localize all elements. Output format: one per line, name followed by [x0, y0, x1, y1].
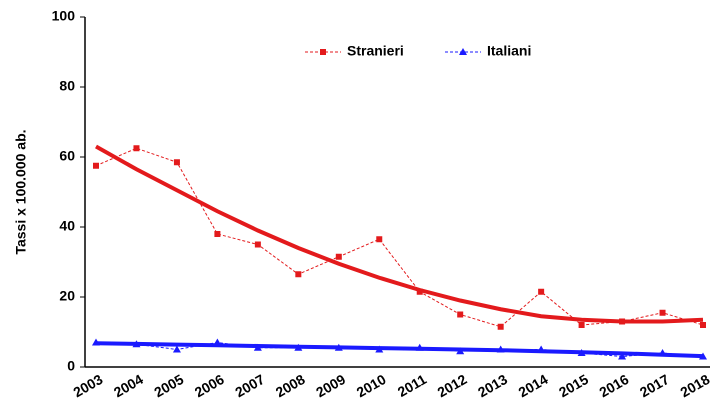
y-tick-label: 0 — [67, 358, 75, 374]
legend-label: Stranieri — [347, 43, 404, 59]
series-line — [95, 341, 704, 358]
x-tick-label: 2011 — [395, 371, 429, 400]
data-point — [537, 345, 546, 353]
y-tick-label: 20 — [59, 288, 75, 304]
data-point — [700, 322, 706, 328]
x-tick-label: 2010 — [354, 371, 389, 401]
data-point — [699, 352, 707, 360]
data-point — [213, 338, 222, 346]
data-point — [254, 241, 261, 248]
x-tick-label: 2005 — [151, 371, 186, 401]
y-tick-label: 40 — [59, 218, 75, 234]
x-tick-label: 2012 — [435, 371, 470, 401]
data-point — [497, 323, 504, 330]
data-point — [132, 340, 141, 348]
data-point — [173, 159, 180, 166]
series-line — [95, 147, 704, 328]
trend-line — [95, 341, 704, 359]
x-tick-label: 2009 — [313, 371, 348, 401]
legend-marker — [459, 48, 467, 55]
data-point — [577, 349, 586, 356]
data-point — [457, 311, 464, 318]
x-tick-label: 2008 — [273, 371, 308, 401]
data-point — [618, 352, 627, 360]
x-tick-label: 2015 — [556, 371, 591, 401]
y-axis-label: Tassi x 100.000 ab. — [13, 129, 29, 254]
y-tick-label: 80 — [59, 78, 75, 94]
data-point — [253, 343, 262, 351]
data-point — [658, 349, 667, 356]
data-point — [496, 345, 505, 353]
data-point — [335, 253, 342, 260]
data-point — [133, 145, 140, 152]
x-tick-label: 2018 — [677, 371, 712, 401]
data-point — [578, 322, 585, 328]
x-tick-label: 2006 — [192, 371, 227, 401]
x-tick-label: 2016 — [596, 371, 631, 401]
data-point — [294, 343, 303, 351]
data-point — [93, 162, 99, 169]
x-tick-label: 2017 — [637, 371, 672, 401]
data-point — [376, 236, 383, 243]
data-point — [295, 271, 302, 278]
data-point — [214, 231, 221, 237]
data-point — [415, 343, 424, 351]
data-point — [92, 338, 100, 346]
data-point — [334, 343, 343, 351]
y-tick-label: 100 — [52, 8, 76, 24]
legend-label: Italiani — [487, 43, 531, 59]
data-point — [172, 345, 181, 353]
data-point — [538, 288, 545, 295]
legend-marker — [320, 49, 326, 55]
x-tick-label: 2014 — [516, 371, 551, 401]
trend-line — [95, 144, 704, 324]
data-point — [659, 309, 666, 316]
x-tick-label: 2013 — [475, 371, 510, 401]
x-tick-label: 2004 — [111, 371, 146, 401]
x-tick-label: 2007 — [232, 371, 267, 401]
data-point — [456, 347, 465, 355]
data-point — [416, 288, 423, 295]
data-point — [375, 345, 384, 353]
data-point — [619, 318, 626, 325]
x-tick-label: 2003 — [70, 371, 105, 401]
y-tick-label: 60 — [59, 148, 75, 164]
